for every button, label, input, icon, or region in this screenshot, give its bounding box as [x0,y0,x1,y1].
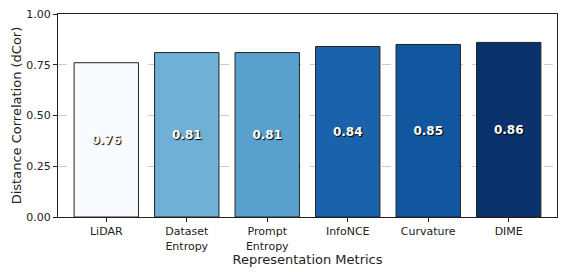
svg-text:DatasetEntropy: DatasetEntropy [165,225,209,252]
svg-text:Representation Metrics: Representation Metrics [232,253,382,268]
svg-text:InfoNCE: InfoNCE [326,225,370,238]
svg-text:Distance Correlation (dCor): Distance Correlation (dCor) [9,27,24,205]
svg-text:PromptEntropy: PromptEntropy [246,225,289,252]
svg-text:Curvature: Curvature [401,225,456,238]
svg-text:0.81: 0.81 [172,128,202,142]
svg-text:0.50: 0.50 [26,109,51,122]
svg-text:0.25: 0.25 [26,160,51,173]
svg-text:0.76: 0.76 [91,133,121,147]
svg-text:0.00: 0.00 [26,211,51,224]
svg-text:1.00: 1.00 [26,8,51,21]
svg-text:DIME: DIME [495,225,523,238]
svg-text:0.85: 0.85 [413,124,443,138]
svg-text:0.75: 0.75 [26,59,51,72]
svg-text:0.81: 0.81 [252,128,282,142]
svg-text:0.86: 0.86 [494,123,524,137]
svg-text:LiDAR: LiDAR [90,225,123,238]
svg-text:0.84: 0.84 [333,125,363,139]
